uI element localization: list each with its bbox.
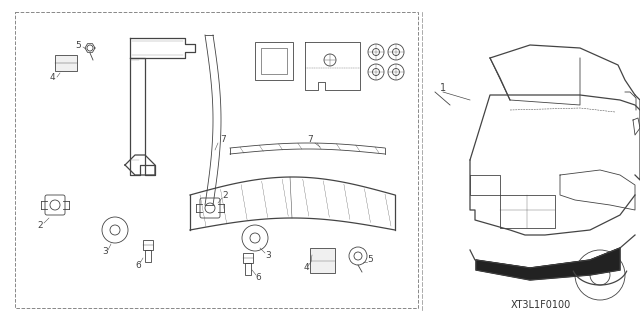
Bar (245, 263, 251, 275)
Text: 5: 5 (367, 256, 373, 264)
Bar (243, 253, 253, 263)
Text: 6: 6 (135, 261, 141, 270)
Text: 4: 4 (303, 263, 309, 272)
Bar (55, 55, 77, 71)
Text: 3: 3 (102, 248, 108, 256)
Text: 2: 2 (37, 220, 43, 229)
Text: 7: 7 (220, 136, 226, 145)
Text: XT3L1F0100: XT3L1F0100 (511, 300, 571, 310)
Bar (143, 240, 153, 250)
Bar (15, 12, 418, 308)
Bar (145, 250, 151, 262)
Text: 4: 4 (49, 73, 55, 83)
Bar (255, 42, 293, 80)
Text: 3: 3 (265, 250, 271, 259)
Text: 1: 1 (440, 83, 446, 93)
Bar (310, 248, 335, 273)
Text: 6: 6 (255, 272, 261, 281)
Polygon shape (476, 248, 620, 280)
Text: 5: 5 (75, 41, 81, 49)
Bar (261, 48, 287, 74)
Text: 2: 2 (222, 190, 228, 199)
Text: 7: 7 (307, 136, 313, 145)
